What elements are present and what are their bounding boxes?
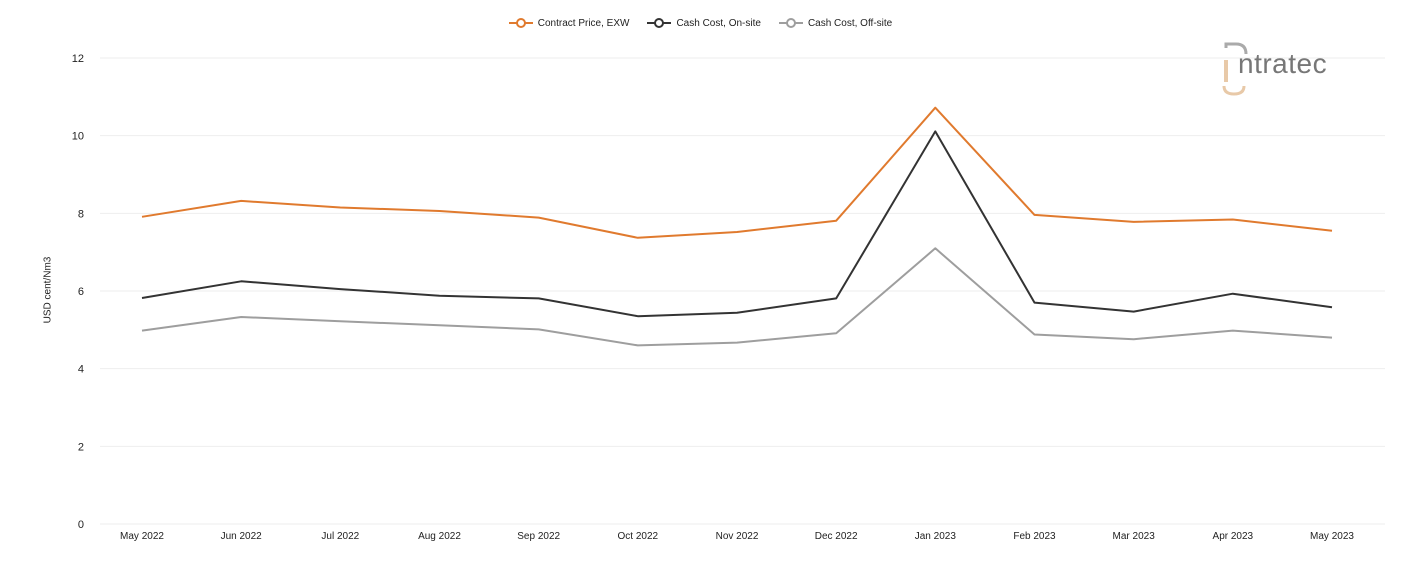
x-tick-label: Feb 2023 xyxy=(1013,531,1056,542)
legend-item[interactable]: Cash Cost, On-site xyxy=(647,16,761,30)
x-axis-ticks: May 2022 Jun 2022 Jul 2022 Aug 2022 Sep 2022… xyxy=(120,531,1354,542)
series-line-1[interactable] xyxy=(141,130,1333,318)
legend-label: Cash Cost, On-site xyxy=(676,17,761,29)
y-axis-ticks: 0 2 4 6 8 10 12 xyxy=(72,53,84,531)
y-tick-label: 0 xyxy=(78,519,84,531)
series-line-0[interactable] xyxy=(141,106,1333,239)
y-tick-label: 6 xyxy=(78,286,84,298)
y-tick-label: 4 xyxy=(78,364,84,376)
y-tick-label: 2 xyxy=(78,441,84,453)
legend-marker-icon xyxy=(778,18,803,28)
x-tick-label: Sep 2022 xyxy=(517,531,560,542)
legend-marker-icon xyxy=(508,18,533,28)
logo-text: ntratec xyxy=(1238,48,1328,79)
series-lines xyxy=(141,106,1333,347)
y-tick-label: 8 xyxy=(78,208,84,220)
x-tick-label: Mar 2023 xyxy=(1113,531,1156,542)
x-tick-label: Jul 2022 xyxy=(321,531,359,542)
y-tick-label: 12 xyxy=(72,53,84,65)
intratec-logo: ntratec xyxy=(1222,40,1372,100)
x-tick-label: Jun 2022 xyxy=(221,531,263,542)
intratec-logo-icon xyxy=(1222,42,1248,96)
x-tick-label: Nov 2022 xyxy=(716,531,759,542)
legend-item[interactable]: Contract Price, EXW xyxy=(508,16,630,30)
legend-item[interactable]: Cash Cost, Off-site xyxy=(778,16,893,30)
x-tick-label: May 2022 xyxy=(120,531,164,542)
x-tick-label: Dec 2022 xyxy=(815,531,858,542)
legend-marker-icon xyxy=(647,18,672,28)
legend-label: Cash Cost, Off-site xyxy=(807,17,893,29)
y-axis-title: USD cent/Nm3 xyxy=(42,256,54,324)
x-tick-label: Apr 2023 xyxy=(1213,531,1254,542)
series-line-2[interactable] xyxy=(141,247,1333,347)
legend-label: Contract Price, EXW xyxy=(537,17,630,29)
x-tick-label: May 2023 xyxy=(1310,531,1354,542)
x-tick-label: Oct 2022 xyxy=(618,531,659,542)
x-tick-label: Jan 2023 xyxy=(915,531,957,542)
y-tick-label: 10 xyxy=(72,131,84,143)
gridlines xyxy=(100,57,1385,525)
legend: Contract Price, EXW Cash Cost, On-site Cas… xyxy=(0,16,1401,30)
x-tick-label: Aug 2022 xyxy=(418,531,461,542)
